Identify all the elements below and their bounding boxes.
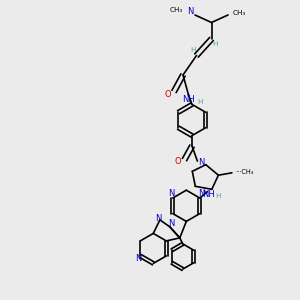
Text: NH: NH (202, 190, 214, 199)
Text: CH₃: CH₃ (169, 7, 183, 13)
Text: O: O (175, 158, 181, 166)
Text: N: N (136, 254, 142, 263)
Text: N: N (155, 214, 162, 223)
Text: CH₃: CH₃ (233, 10, 247, 16)
Text: H: H (212, 40, 218, 46)
Text: NH: NH (183, 95, 195, 104)
Text: H: H (197, 99, 203, 105)
Text: N: N (187, 8, 193, 16)
Text: N: N (168, 189, 175, 198)
Text: H: H (190, 47, 196, 53)
Text: ···CH₃: ···CH₃ (235, 169, 253, 175)
Text: N: N (168, 219, 175, 228)
Text: O: O (164, 90, 171, 99)
Text: N: N (198, 158, 204, 167)
Text: N: N (198, 189, 205, 198)
Text: H: H (216, 193, 221, 199)
